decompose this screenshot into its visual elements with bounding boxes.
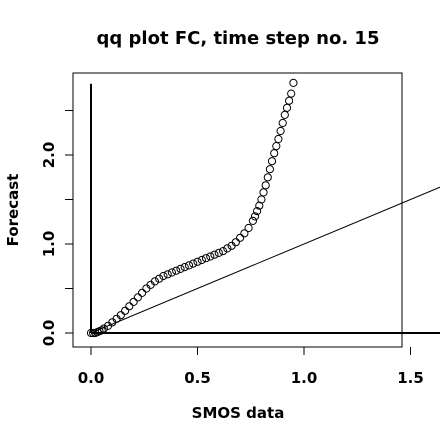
reference-line [90, 186, 440, 334]
data-point [180, 263, 189, 272]
data-point [231, 238, 240, 247]
data-point [265, 165, 274, 174]
data-point [176, 264, 185, 273]
data-point [261, 181, 270, 190]
data-point [285, 96, 294, 105]
data-points [86, 78, 298, 338]
x-tick-label: 1.0 [291, 369, 318, 387]
x-axis-ticks: 0.00.51.01.52.02.5 [78, 347, 424, 387]
data-point [121, 306, 130, 315]
data-point [223, 244, 232, 253]
data-point [250, 212, 260, 221]
data-point [189, 259, 198, 268]
chart-title: qq plot FC, time step no. 15 [97, 28, 380, 49]
data-point [219, 247, 228, 256]
data-point [214, 248, 223, 257]
y-tick-label: 1.0 [40, 231, 58, 258]
data-point [159, 271, 168, 281]
data-point [287, 89, 296, 98]
data-point [197, 255, 206, 265]
data-point [263, 173, 272, 182]
data-point [201, 254, 211, 263]
data-point [86, 328, 96, 338]
data-point [150, 277, 159, 286]
data-point [206, 252, 215, 261]
data-point [259, 188, 268, 197]
data-point [267, 157, 277, 166]
data-point [167, 268, 176, 277]
data-point [163, 270, 172, 279]
data-point [282, 103, 292, 112]
data-point [193, 257, 202, 266]
plot-frame [72, 72, 403, 348]
data-point [99, 324, 108, 333]
x-tick-label: 0.5 [184, 369, 211, 387]
data-point [278, 118, 287, 128]
data-point [97, 326, 106, 335]
data-point [270, 149, 279, 158]
data-point [244, 223, 253, 233]
data-point [116, 311, 125, 320]
data-point [129, 297, 138, 306]
y-axis-ticks: 0.0 1.0 2.0 [40, 110, 73, 347]
data-point [172, 266, 181, 275]
y-axis-label: Forecast [4, 174, 22, 247]
data-point [257, 195, 266, 204]
x-tick-label: 1.5 [397, 369, 424, 387]
data-point [138, 288, 147, 297]
data-point [236, 233, 245, 242]
y-tick-label: 2.0 [40, 142, 58, 169]
data-point [155, 274, 164, 283]
data-point [276, 126, 285, 136]
data-point [274, 134, 283, 144]
data-point [133, 293, 142, 302]
data-point [125, 302, 134, 311]
data-point [248, 216, 257, 225]
data-point [253, 207, 262, 216]
y-tick-label: 0.0 [40, 320, 58, 347]
data-point [280, 110, 289, 120]
data-point [289, 78, 298, 88]
x-tick-label: 0.0 [78, 369, 105, 387]
axis-guide-lines [90, 83, 440, 334]
data-point [240, 229, 249, 238]
data-point [272, 142, 281, 151]
x-axis-label: SMOS data [192, 404, 285, 422]
data-point [184, 261, 194, 270]
reference-line-group [90, 186, 440, 334]
data-point [210, 250, 219, 259]
